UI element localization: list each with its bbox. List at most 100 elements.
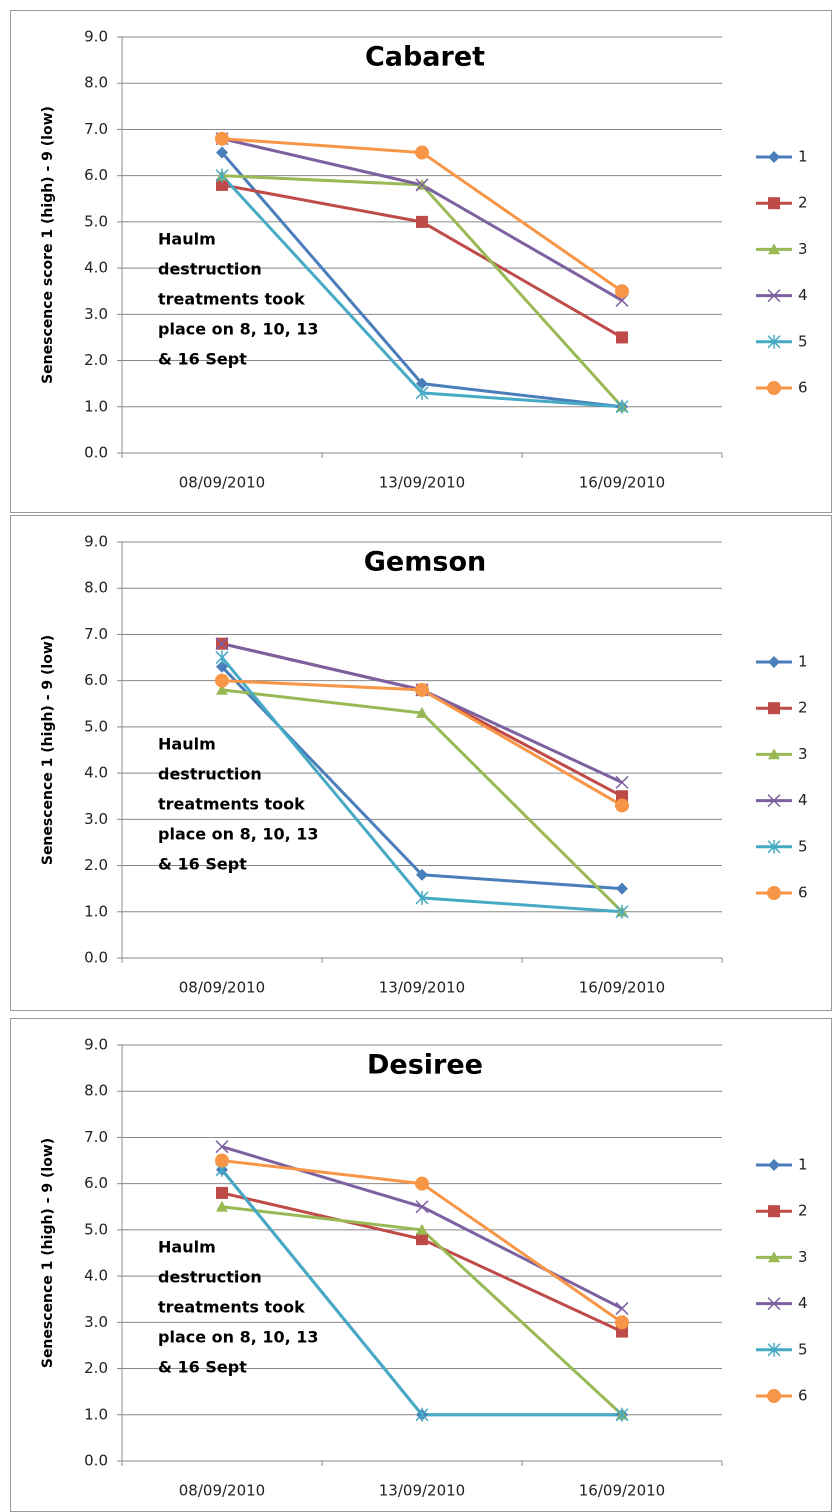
- point-marker: [615, 284, 629, 299]
- x-tick-label: 16/09/2010: [579, 979, 665, 997]
- series-line: [221, 679, 623, 807]
- legend-label: 2: [798, 1202, 808, 1220]
- legend-label: 6: [798, 884, 808, 902]
- annotation: place on 8, 10, 13: [158, 1328, 319, 1347]
- legend-label: 1: [798, 148, 808, 166]
- legend-marker: [768, 656, 780, 668]
- annotation: & 16 Sept: [158, 855, 247, 874]
- point-marker: [615, 1301, 629, 1316]
- point-marker: [615, 904, 629, 919]
- legend-marker: [768, 1159, 780, 1171]
- point-marker: [415, 178, 429, 192]
- point-marker: [216, 1200, 228, 1212]
- point-marker: [415, 1200, 429, 1214]
- y-tick-label: 2.0: [84, 1359, 108, 1377]
- point-marker: [416, 707, 428, 718]
- point-marker: [216, 146, 228, 159]
- point-marker: [216, 660, 228, 673]
- point-marker: [415, 385, 429, 400]
- legend-marker: [768, 1205, 780, 1218]
- legend-label: 6: [798, 379, 808, 397]
- legend-label: 3: [798, 745, 808, 763]
- legend-marker: [767, 1297, 781, 1311]
- legend-marker: [768, 748, 780, 760]
- y-tick-label: 8.0: [84, 74, 108, 92]
- legend-label: 6: [798, 1387, 808, 1405]
- x-tick-label: 13/09/2010: [379, 1482, 465, 1500]
- annotation: Haulm: [158, 230, 216, 249]
- y-tick-label: 0.0: [84, 949, 108, 967]
- y-axis-label: Senescence score 1 (high) - 9 (low): [40, 106, 56, 384]
- legend-marker: [767, 334, 781, 349]
- y-tick-label: 1.0: [84, 1405, 108, 1423]
- legend-label: 4: [798, 286, 808, 304]
- y-tick-label: 3.0: [84, 810, 108, 828]
- legend-label: 2: [798, 194, 808, 212]
- y-tick-label: 5.0: [84, 717, 108, 735]
- y-tick-label: 7.0: [84, 1128, 108, 1146]
- y-tick-label: 3.0: [84, 1313, 108, 1331]
- point-marker: [415, 1407, 429, 1422]
- y-tick-label: 4.0: [84, 259, 108, 277]
- y-tick-label: 9.0: [84, 1036, 108, 1054]
- point-marker: [615, 1407, 629, 1422]
- y-tick-label: 8.0: [84, 579, 108, 597]
- y-tick-label: 6.0: [84, 1174, 108, 1192]
- point-marker: [416, 1223, 428, 1235]
- legend-label: 5: [798, 837, 808, 855]
- y-tick-label: 1.0: [84, 902, 108, 920]
- legend-marker: [768, 702, 780, 715]
- point-marker: [615, 1315, 629, 1330]
- annotation: Haulm: [158, 735, 216, 754]
- point-marker: [215, 673, 229, 688]
- x-tick-label: 13/09/2010: [379, 979, 465, 997]
- y-axis-label: Senescence 1 (high) - 9 (low): [40, 635, 56, 865]
- chart-title: Gemson: [364, 547, 486, 578]
- point-marker: [215, 637, 229, 651]
- point-marker: [415, 145, 429, 160]
- annotation: treatments took: [158, 1298, 305, 1317]
- legend-label: 5: [798, 1340, 808, 1358]
- chart-title: Cabaret: [365, 42, 485, 73]
- y-tick-label: 2.0: [84, 351, 108, 369]
- point-marker: [415, 682, 429, 697]
- point-marker: [216, 1186, 228, 1199]
- y-tick-label: 4.0: [84, 764, 108, 782]
- point-marker: [415, 890, 429, 905]
- y-tick-label: 3.0: [84, 305, 108, 323]
- y-tick-label: 6.0: [84, 671, 108, 689]
- legend-marker: [767, 839, 781, 854]
- legend-marker: [768, 243, 780, 255]
- x-tick-label: 16/09/2010: [579, 474, 665, 492]
- legend-marker: [767, 381, 781, 395]
- legend-label: 4: [798, 791, 808, 809]
- x-tick-label: 08/09/2010: [179, 979, 265, 997]
- series-line: [220, 665, 623, 891]
- y-tick-label: 5.0: [84, 1220, 108, 1238]
- point-marker: [215, 1153, 229, 1168]
- y-tick-label: 5.0: [84, 212, 108, 230]
- annotation: destruction: [158, 765, 262, 784]
- point-marker: [416, 1233, 428, 1246]
- point-marker: [615, 775, 629, 789]
- annotation: treatments took: [158, 290, 305, 309]
- x-tick-label: 13/09/2010: [379, 474, 465, 492]
- annotation: place on 8, 10, 13: [158, 825, 319, 844]
- panel-border: [10, 1018, 832, 1512]
- y-tick-label: 2.0: [84, 856, 108, 874]
- legend-label: 1: [798, 1156, 808, 1174]
- y-axis-label: Senescence 1 (high) - 9 (low): [40, 1138, 56, 1368]
- y-tick-label: 7.0: [84, 120, 108, 138]
- point-marker: [215, 168, 229, 183]
- y-tick-label: 9.0: [84, 28, 108, 46]
- chart-title: Desiree: [367, 1050, 483, 1081]
- point-marker: [215, 650, 229, 665]
- y-tick-label: 6.0: [84, 166, 108, 184]
- legend-marker: [767, 794, 781, 808]
- point-marker: [215, 131, 229, 146]
- y-tick-label: 7.0: [84, 625, 108, 643]
- chart-panel: 0.0 1.0 2.0 3.0 4.0 5.0 6.0 7.0 8.0 9.0 08/09/2010…: [10, 10, 832, 513]
- legend-label: 3: [798, 240, 808, 258]
- panel-border: [10, 515, 832, 1011]
